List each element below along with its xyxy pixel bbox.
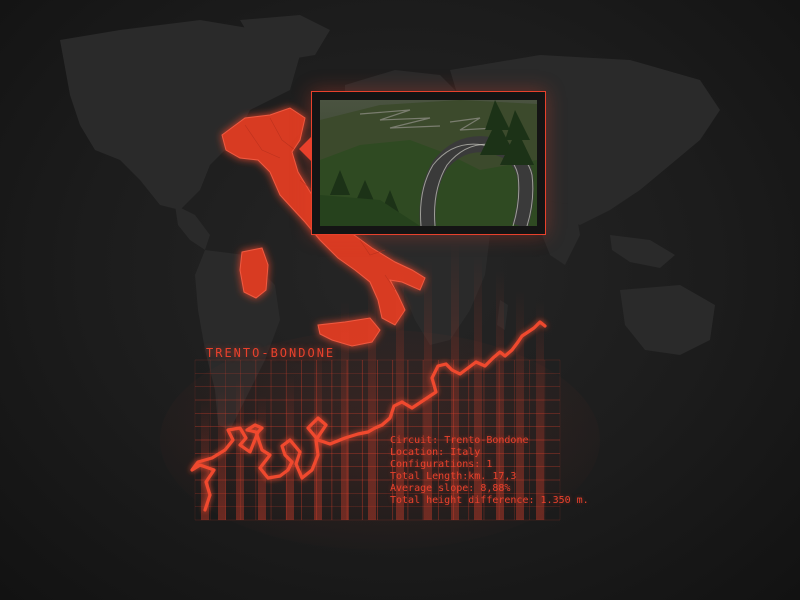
grid-lines: [194, 359, 561, 521]
continent-greenland: [240, 15, 330, 60]
continent-central-america: [175, 205, 210, 250]
preview-pointer-arrow: [299, 136, 312, 162]
continent-australia: [620, 285, 715, 355]
continent-southeast-asia: [610, 235, 675, 268]
info-row-average-slope: Average slope: 8,88%: [390, 483, 589, 495]
sardinia-highlight: [239, 247, 269, 299]
circuit-title: TRENTO-BONDONE: [206, 346, 336, 360]
continent-india: [538, 200, 580, 265]
track-preview-scene: [320, 100, 537, 226]
continent-north-america: [60, 20, 300, 210]
info-row-configurations: Configurations: 1: [390, 459, 589, 471]
info-value: 8,88%: [480, 483, 511, 494]
info-value: 17,3: [492, 471, 517, 482]
info-row-location: Location: Italy: [390, 447, 589, 459]
track-preview-image: [320, 100, 537, 226]
info-value: 1: [486, 459, 493, 470]
circuit-info-panel: Circuit: Trento-Bondone Location: Italy …: [390, 435, 589, 507]
info-row-total-length: Total Length:km. 17,3: [390, 471, 589, 483]
info-label: Configurations:: [390, 459, 481, 470]
track-preview-frame: [311, 91, 546, 235]
info-label: Total height difference:: [390, 495, 535, 506]
info-label: Total Length:km.: [390, 471, 487, 482]
info-value: Italy: [450, 447, 481, 458]
info-label: Circuit:: [390, 435, 439, 446]
info-value: 1.350 m.: [540, 495, 589, 506]
track-path: [190, 320, 547, 512]
info-row-height-difference: Total height difference: 1.350 m.: [390, 495, 589, 507]
info-value: Trento-Bondone: [444, 435, 529, 446]
info-label: Location:: [390, 447, 445, 458]
info-row-circuit: Circuit: Trento-Bondone: [390, 435, 589, 447]
info-label: Average slope:: [390, 483, 475, 494]
